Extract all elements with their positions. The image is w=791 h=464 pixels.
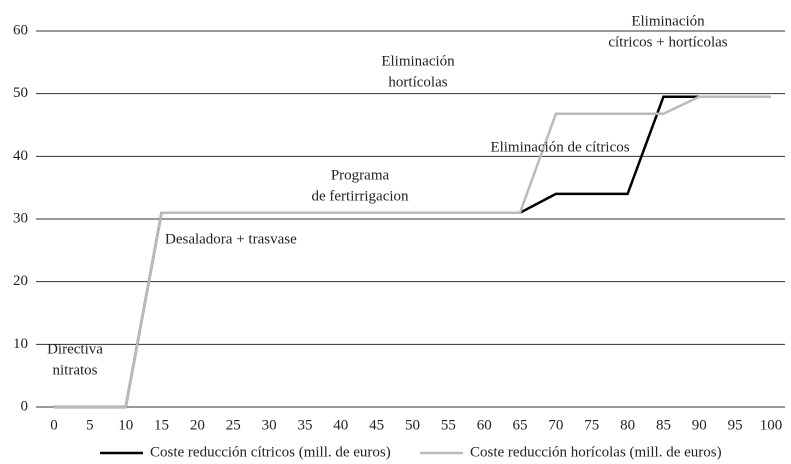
x-tick-label: 90 [692, 417, 707, 433]
y-tick-label: 50 [13, 85, 28, 101]
x-tick-label: 65 [513, 417, 528, 433]
x-tick-label: 0 [50, 417, 58, 433]
x-tick-label: 20 [190, 417, 205, 433]
annotation: Programa [331, 167, 390, 183]
x-tick-label: 25 [226, 417, 241, 433]
annotation: nitratos [53, 362, 98, 378]
x-tick-label: 45 [369, 417, 384, 433]
x-tick-label: 5 [86, 417, 94, 433]
series-line [54, 95, 771, 409]
y-tick-label: 20 [13, 273, 28, 289]
annotation: Eliminación de cítricos [490, 139, 629, 155]
annotation: Desaladora + trasvase [165, 231, 297, 247]
annotation: Eliminación [631, 13, 705, 29]
x-tick-label: 35 [297, 417, 312, 433]
x-tick-label: 60 [477, 417, 492, 433]
legend-label: Coste reducción horícolas (mill. de euro… [470, 444, 722, 460]
annotation: de fertirrigacion [311, 188, 409, 204]
y-tick-label: 60 [13, 22, 28, 38]
x-tick-label: 100 [760, 417, 783, 433]
annotation: cítricos + hortícolas [608, 34, 727, 50]
x-tick-label: 85 [656, 417, 671, 433]
y-tick-label: 10 [13, 336, 28, 352]
annotation: Directiva [47, 341, 103, 357]
x-tick-label: 30 [262, 417, 277, 433]
x-tick-label: 40 [333, 417, 348, 433]
x-tick-label: 50 [405, 417, 420, 433]
x-tick-label: 75 [584, 417, 599, 433]
y-tick-label: 0 [21, 398, 29, 414]
annotation: hortícolas [388, 74, 447, 90]
x-tick-label: 80 [620, 417, 635, 433]
annotation: Eliminación [381, 53, 455, 69]
x-tick-label: 55 [441, 417, 456, 433]
series-line [54, 95, 771, 409]
x-tick-label: 95 [728, 417, 743, 433]
legend-label: Coste reducción cítricos (mill. de euros… [150, 444, 391, 460]
x-tick-label: 15 [154, 417, 169, 433]
x-tick-label: 70 [548, 417, 563, 433]
y-tick-label: 30 [13, 210, 28, 226]
y-tick-label: 40 [13, 148, 28, 164]
x-tick-label: 10 [118, 417, 133, 433]
